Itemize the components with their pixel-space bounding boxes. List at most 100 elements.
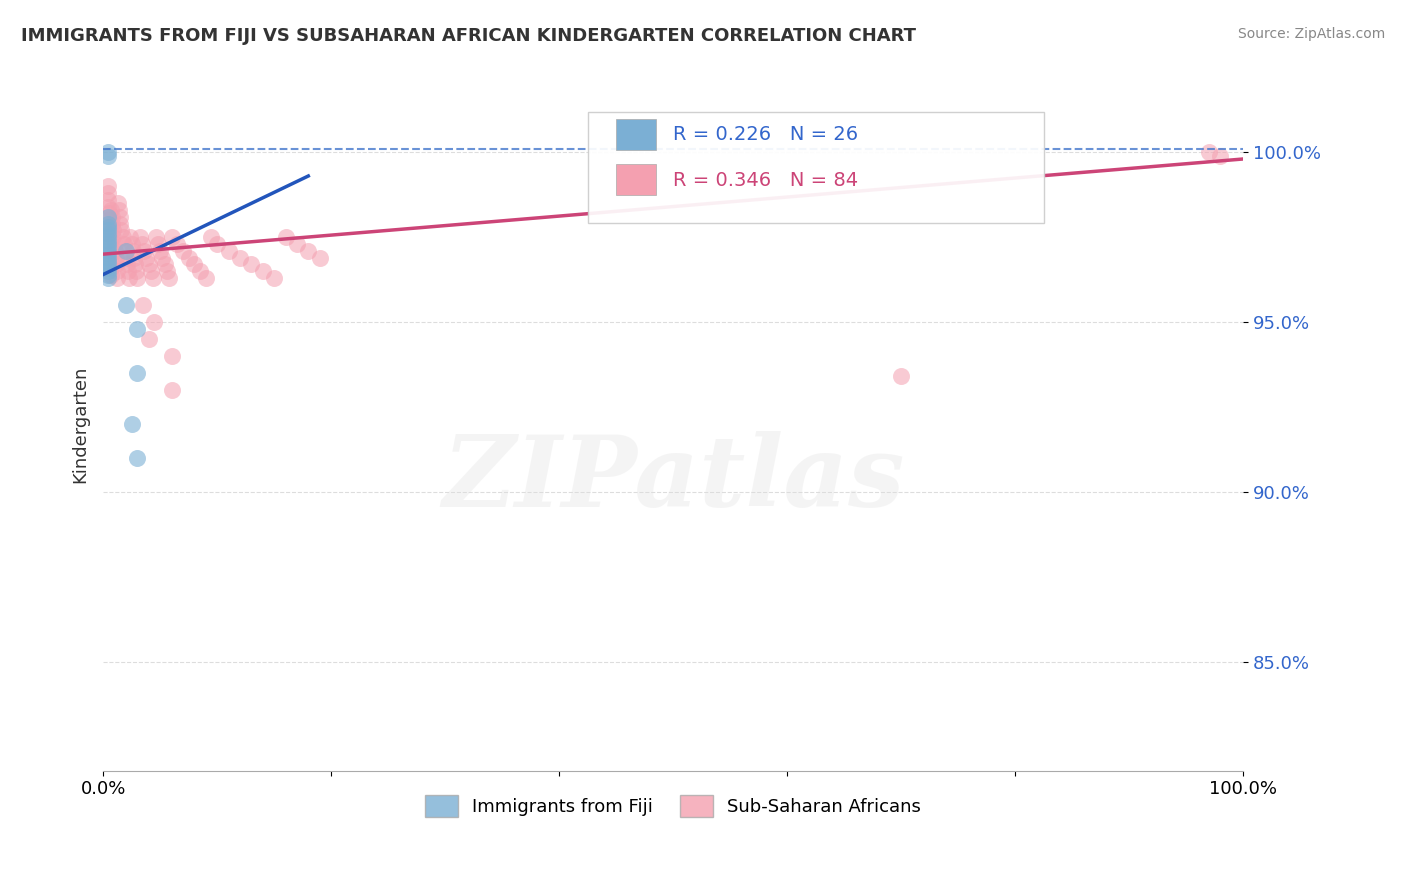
Point <box>115 244 138 258</box>
Point <box>111 230 134 244</box>
Point <box>97 223 120 237</box>
Point <box>98 247 121 261</box>
Point <box>240 257 263 271</box>
Point <box>97 268 120 282</box>
Point <box>205 236 228 251</box>
Point <box>132 298 155 312</box>
FancyBboxPatch shape <box>588 112 1043 223</box>
Point <box>115 257 138 271</box>
Point <box>97 227 120 241</box>
Point <box>160 383 183 397</box>
Point <box>139 264 162 278</box>
Point <box>103 244 125 258</box>
Point <box>97 210 120 224</box>
Text: Source: ZipAtlas.com: Source: ZipAtlas.com <box>1237 27 1385 41</box>
Point <box>115 298 138 312</box>
Point <box>100 260 122 275</box>
Point <box>138 257 160 271</box>
Point <box>1209 148 1232 162</box>
Point <box>127 451 149 466</box>
Point <box>229 251 252 265</box>
Point <box>97 213 120 227</box>
Bar <box>616 119 657 150</box>
Point <box>97 230 120 244</box>
Point <box>97 148 120 162</box>
Point <box>143 315 166 329</box>
Point <box>160 230 183 244</box>
Point <box>110 210 132 224</box>
Point <box>97 219 120 234</box>
Point <box>97 260 120 275</box>
Point <box>107 196 129 211</box>
Point <box>112 236 135 251</box>
Point <box>121 417 143 431</box>
Point <box>135 251 157 265</box>
Point <box>101 217 124 231</box>
Point <box>114 244 136 258</box>
Point <box>138 332 160 346</box>
Point <box>194 271 217 285</box>
Point <box>285 236 308 251</box>
Point <box>160 349 183 363</box>
Point <box>128 230 150 244</box>
Point <box>101 210 124 224</box>
Point <box>97 217 120 231</box>
Point <box>188 264 211 278</box>
Point <box>274 230 297 244</box>
Point <box>297 244 319 258</box>
Point <box>97 200 120 214</box>
Point <box>97 227 120 241</box>
Point <box>218 244 240 258</box>
Bar <box>616 164 657 195</box>
Point <box>1198 145 1220 160</box>
Point <box>118 271 141 285</box>
Point <box>97 247 120 261</box>
Point <box>97 236 120 251</box>
Y-axis label: Kindergarten: Kindergarten <box>72 366 89 483</box>
Point <box>97 257 120 271</box>
Text: R = 0.346   N = 84: R = 0.346 N = 84 <box>673 170 858 189</box>
Legend: Immigrants from Fiji, Sub-Saharan Africans: Immigrants from Fiji, Sub-Saharan Africa… <box>418 788 928 824</box>
Point <box>127 366 149 380</box>
Point <box>100 268 122 282</box>
Point <box>100 202 122 217</box>
Point <box>200 230 222 244</box>
Point <box>103 223 125 237</box>
Point <box>104 257 127 271</box>
Point <box>117 264 139 278</box>
Text: R = 0.226   N = 26: R = 0.226 N = 26 <box>673 126 858 145</box>
Point <box>121 236 143 251</box>
Point <box>104 251 127 265</box>
Text: ZIPatlas: ZIPatlas <box>441 431 904 528</box>
Point <box>134 244 156 258</box>
Point <box>97 206 120 220</box>
Point <box>308 251 330 265</box>
Point <box>97 240 120 254</box>
Point <box>97 264 120 278</box>
Point <box>166 236 188 251</box>
Point <box>156 264 179 278</box>
Point <box>157 271 180 285</box>
Point <box>183 257 205 271</box>
Point <box>263 271 285 285</box>
Point <box>98 234 121 248</box>
Point <box>105 271 128 285</box>
Point <box>122 251 145 265</box>
Point <box>120 230 142 244</box>
Point <box>97 179 120 194</box>
Point <box>127 322 149 336</box>
Point <box>252 264 274 278</box>
Point <box>97 244 120 258</box>
Point <box>97 251 120 265</box>
Point <box>103 236 125 251</box>
Point <box>124 257 146 271</box>
Point <box>152 251 174 265</box>
Point <box>98 240 121 254</box>
Point <box>125 264 148 278</box>
Point <box>149 244 172 258</box>
Point <box>97 271 120 285</box>
Point <box>98 254 121 268</box>
Point <box>105 264 128 278</box>
Point <box>890 369 912 384</box>
Point <box>153 257 176 271</box>
